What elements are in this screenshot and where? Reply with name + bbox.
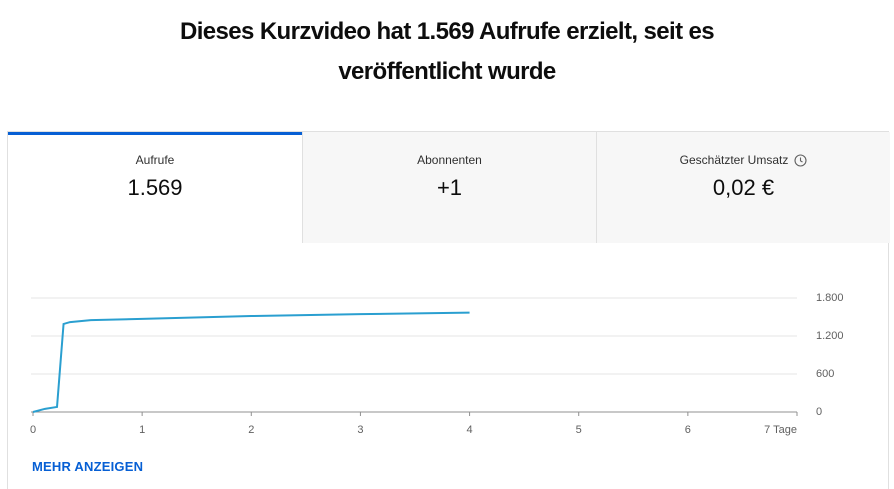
- tab-label: Abonnenten: [417, 153, 482, 167]
- x-tick-label: 4: [467, 424, 473, 436]
- y-tick-label: 600: [816, 368, 834, 380]
- tab-label: Geschätzter Umsatz: [679, 153, 789, 167]
- x-tick-label: 5: [576, 424, 582, 436]
- chart: 0 600 1.200 1.800 0 1 2 3 4 5 6 7 Tage: [30, 292, 844, 436]
- clock-icon: [794, 153, 807, 167]
- y-tick-label: 0: [816, 406, 822, 418]
- tab-label: Aufrufe: [135, 153, 175, 167]
- tab-value: 1.569: [127, 175, 183, 200]
- y-tick-label: 1.800: [816, 292, 844, 304]
- tab[interactable]: Aufrufe 1.569: [8, 132, 302, 243]
- x-tick-label: 1: [139, 424, 145, 436]
- show-more-link[interactable]: MEHR ANZEIGEN: [32, 459, 144, 474]
- x-tick-label: 0: [30, 424, 36, 436]
- tab[interactable]: Abonnenten +1: [302, 132, 596, 243]
- y-tick-label: 1.200: [816, 330, 844, 342]
- line: [32, 311, 470, 413]
- analytics-card: Aufrufe 1.569 Abonnenten +1 Geschätzter …: [7, 131, 890, 489]
- x-tick-label: 7 Tage: [764, 424, 797, 436]
- x-tick-label: 6: [685, 424, 691, 436]
- tab-value: 0,02 €: [712, 175, 775, 200]
- x-tick-label: 2: [248, 424, 254, 436]
- x-tick-label: 3: [357, 424, 363, 436]
- tab[interactable]: Geschätzter Umsatz 0,02 €: [596, 132, 890, 243]
- page-title: Dieses Kurzvideo hat 1.569 Aufrufe erzie…: [179, 18, 715, 85]
- tab-value: +1: [436, 175, 463, 200]
